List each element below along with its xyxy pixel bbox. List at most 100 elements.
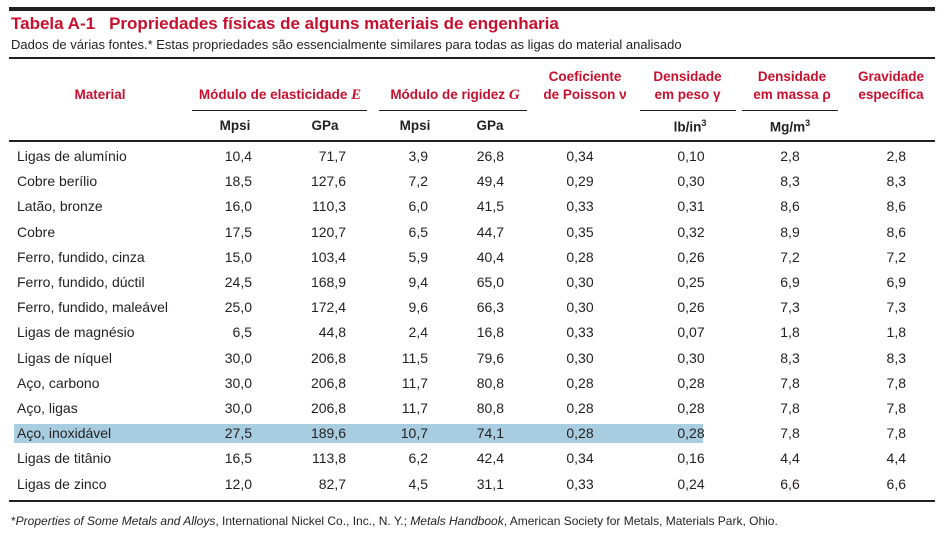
header-modulo-e-rule (192, 110, 367, 112)
e-gpa-cell: 206,8 (310, 400, 346, 416)
densidade-peso-cell: 0,25 (677, 274, 705, 290)
g-gpa-cell: 80,8 (476, 374, 504, 391)
densidade-peso-cell: 0,26 (677, 248, 705, 265)
table-row: Ligas de zinco 12,0 82,7 4,5 31,1 0,33 0,24 6,6… (0, 476, 942, 496)
g-mpsi-cell: 11,7 (401, 374, 428, 391)
densidade-peso-cell: 0,32 (677, 223, 705, 240)
header-densidade-peso-rule (640, 110, 736, 112)
e-mpsi-cell: 12,0 (224, 475, 252, 492)
e-gpa-cell: 120,7 (310, 223, 346, 240)
unit-e-mpsi: Mpsi (219, 118, 251, 133)
g-gpa-cell: 40,4 (476, 248, 504, 265)
g-mpsi-cell: 6,5 (408, 223, 428, 240)
gravidade-cell: 8,3 (886, 173, 906, 190)
g-gpa-cell: 79,6 (476, 349, 504, 366)
e-mpsi-cell: 27,5 (224, 425, 252, 442)
header-densidade-massa-rule (742, 110, 838, 112)
densidade-peso-cell: 0,10 (677, 148, 705, 164)
poisson-cell: 0,30 (566, 349, 594, 366)
material-cell: Ligas de magnésio (17, 324, 135, 341)
densidade-massa-cell: 7,8 (780, 374, 800, 391)
material-cell: Ligas de níquel (17, 349, 112, 366)
g-mpsi-cell: 10,7 (400, 425, 428, 442)
g-mpsi-cell: 9,4 (408, 274, 428, 290)
material-cell: Ferro, fundido, cinza (17, 248, 145, 265)
poisson-cell: 0,28 (566, 248, 594, 265)
gravidade-cell: 6,6 (886, 475, 906, 492)
e-gpa-cell: 103,4 (310, 248, 346, 265)
g-mpsi-cell: 11,7 (401, 400, 428, 416)
g-mpsi-cell: 6,0 (408, 198, 428, 215)
gravidade-cell: 7,8 (886, 400, 906, 416)
e-gpa-cell: 206,8 (310, 349, 346, 366)
header-gravidade: Gravidade específica (857, 69, 925, 102)
material-cell: Cobre (17, 223, 56, 240)
e-mpsi-cell: 15,0 (224, 248, 252, 265)
table-row: Latão, bronze 16,0 110,3 6,0 41,5 0,33 0,31 8,6… (0, 198, 942, 218)
e-gpa-cell: 172,4 (310, 299, 346, 316)
e-mpsi-cell: 30,0 (224, 400, 252, 416)
g-gpa-cell: 26,8 (476, 148, 504, 164)
poisson-cell: 0,28 (566, 425, 594, 442)
e-gpa-cell: 44,8 (318, 324, 346, 341)
g-mpsi-cell: 6,2 (408, 450, 428, 467)
densidade-massa-cell: 6,6 (780, 475, 800, 492)
e-mpsi-cell: 30,0 (224, 374, 252, 391)
header-densidade-massa: Densidade em massa ρ (753, 69, 831, 102)
table-row: Ferro, fundido, cinza 15,0 103,4 5,9 40,4 0,2… (0, 249, 942, 269)
material-cell: Ligas de zinco (17, 475, 107, 492)
table-row: Ligas de magnésio 6,5 44,8 2,4 16,8 0,33 0,07 1… (0, 324, 942, 344)
table-subtitle: Dados de várias fontes.* Estas proprieda… (11, 37, 682, 52)
gravidade-cell: 7,8 (886, 425, 906, 442)
e-gpa-cell: 110,3 (312, 198, 346, 215)
densidade-massa-cell: 4,4 (780, 450, 800, 467)
g-mpsi-cell: 7,2 (408, 173, 428, 190)
densidade-peso-cell: 0,28 (677, 374, 705, 391)
table-row: Ligas de alumínio 10,4 71,7 3,9 26,8 0,34 0,10… (0, 148, 942, 168)
material-cell: Ferro, fundido, dúctil (17, 274, 145, 290)
gravidade-cell: 2,8 (886, 148, 906, 164)
g-gpa-cell: 31,1 (476, 475, 504, 492)
unit-densidade-peso: lb/in3 (673, 118, 707, 135)
poisson-cell: 0,29 (566, 173, 594, 190)
densidade-peso-cell: 0,16 (677, 450, 705, 467)
table-row: Aço, carbono 30,0 206,8 11,7 80,8 0,28 0,28 7,8… (0, 375, 942, 395)
header-densidade-peso: Densidade em peso γ (653, 69, 722, 102)
e-gpa-cell: 71,7 (318, 148, 346, 164)
unit-densidade-massa: Mg/m3 (769, 118, 811, 135)
gravidade-cell: 1,8 (886, 324, 906, 341)
e-mpsi-cell: 24,5 (224, 274, 252, 290)
densidade-massa-cell: 8,3 (780, 173, 800, 190)
footnote-ref1: Properties of Some Metals and Alloys (15, 514, 216, 528)
material-cell: Aço, inoxidável (17, 425, 112, 442)
e-gpa-cell: 113,8 (312, 450, 346, 467)
material-cell: Cobre berílio (17, 173, 98, 190)
e-gpa-cell: 206,8 (310, 374, 346, 391)
header-rule (9, 140, 935, 142)
g-mpsi-cell: 9,6 (408, 299, 428, 316)
gravidade-cell: 7,3 (886, 299, 906, 316)
g-gpa-cell: 42,4 (476, 450, 504, 467)
g-gpa-cell: 16,8 (476, 324, 504, 341)
densidade-massa-cell: 8,3 (780, 349, 800, 366)
densidade-peso-cell: 0,24 (677, 475, 705, 492)
g-gpa-cell: 65,0 (476, 274, 504, 290)
poisson-cell: 0,33 (566, 198, 594, 215)
e-gpa-cell: 82,7 (318, 475, 346, 492)
table-row: Ferro, fundido, maleável 25,0 172,4 9,6 66,3… (0, 299, 942, 319)
densidade-peso-cell: 0,28 (677, 400, 705, 416)
e-mpsi-cell: 30,0 (224, 349, 252, 366)
table-title: Tabela A-1 Propriedades físicas de alguns… (11, 14, 559, 34)
densidade-peso-cell: 0,30 (677, 173, 705, 190)
poisson-cell: 0,35 (566, 223, 594, 240)
poisson-cell: 0,28 (566, 400, 594, 416)
gravidade-cell: 6,9 (886, 274, 906, 290)
table-label: Tabela A-1 (11, 14, 96, 33)
densidade-massa-cell: 7,3 (780, 299, 800, 316)
poisson-cell: 0,30 (566, 299, 594, 316)
gravidade-cell: 8,6 (886, 223, 906, 240)
e-gpa-cell: 189,6 (310, 425, 346, 442)
header-modulo-g-rule (379, 110, 527, 112)
g-mpsi-cell: 4,5 (408, 475, 428, 492)
poisson-cell: 0,34 (566, 148, 594, 164)
